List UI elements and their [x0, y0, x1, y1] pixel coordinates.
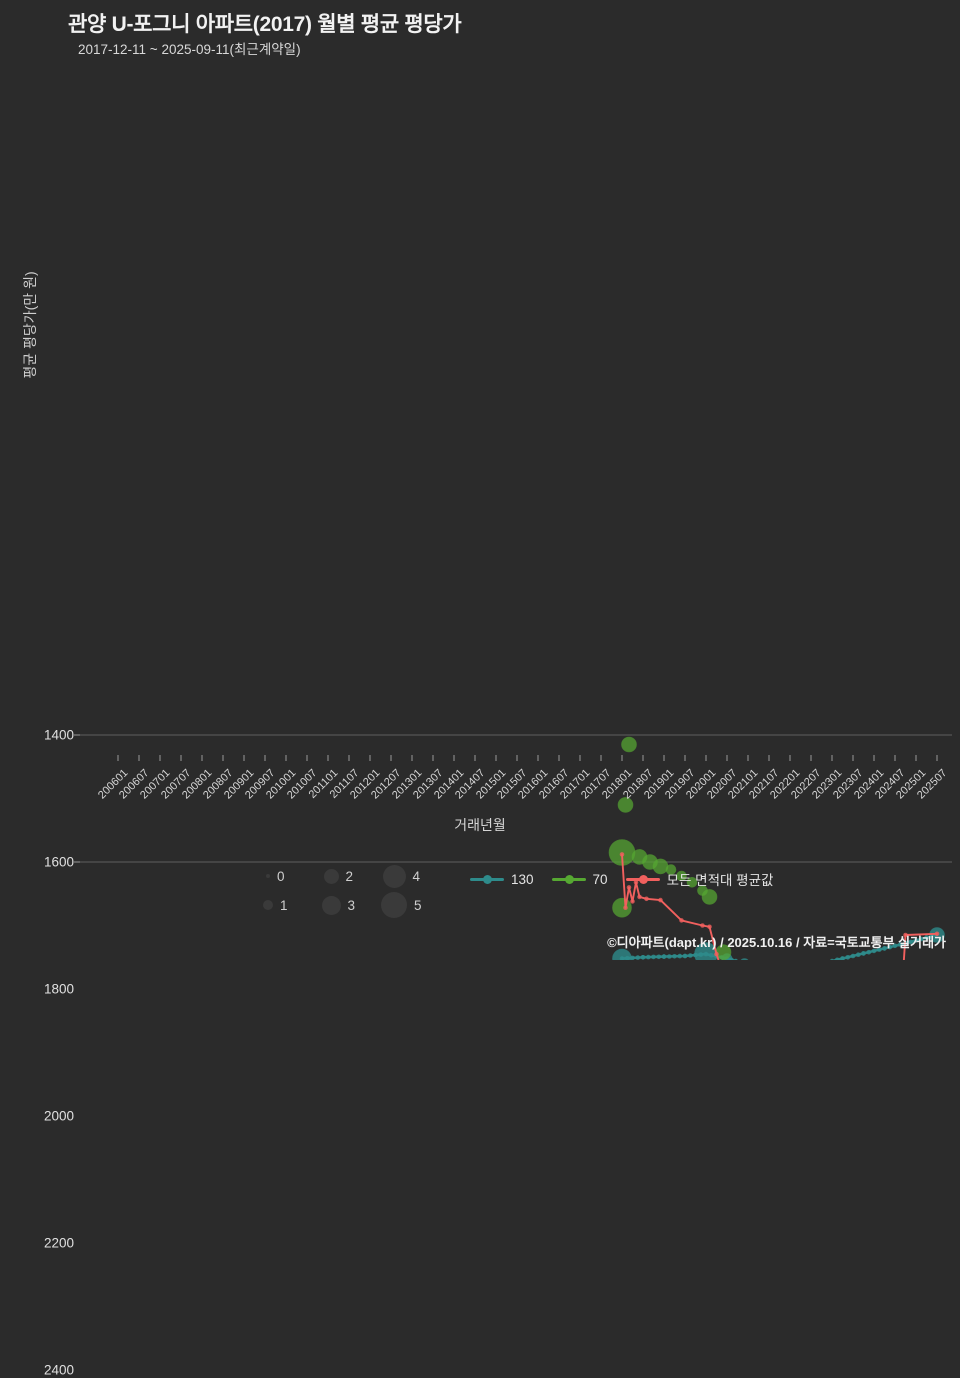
data-point	[679, 918, 684, 923]
series-marker	[672, 954, 677, 959]
y-tick-label: 2200	[43, 1235, 74, 1251]
series-marker	[677, 953, 683, 959]
size-legend-dot	[263, 900, 273, 910]
series-marker	[656, 954, 662, 960]
y-tick-label: 2000	[43, 1108, 74, 1124]
data-point	[621, 736, 637, 753]
data-point	[617, 797, 634, 813]
size-legend-item: 0	[255, 869, 318, 884]
series-marker	[898, 942, 903, 947]
series-marker	[667, 954, 672, 959]
chart-root: 관양 U-포그니 아파트(2017) 월별 평균 평당가 2017-12-11 …	[0, 13, 960, 1378]
series-marker	[856, 952, 861, 957]
size-legend-item: 2	[318, 868, 381, 884]
data-point	[637, 894, 642, 900]
size-legend-label: 1	[280, 897, 288, 913]
chart-subtitle: 2017-12-11 ~ 2025-09-11(최근계약일)	[78, 42, 301, 57]
series-marker	[877, 947, 882, 952]
data-point	[882, 946, 887, 951]
size-legend-dot	[266, 874, 270, 878]
data-point	[658, 897, 663, 903]
data-point	[861, 951, 866, 956]
legend-line-swatch	[551, 874, 586, 884]
data-point	[701, 889, 718, 905]
data-point	[626, 885, 632, 890]
size-legend-label: 4	[412, 868, 421, 884]
y-tick-label: 1600	[43, 854, 74, 870]
data-point	[686, 876, 698, 888]
data-point	[661, 954, 667, 959]
data-point	[623, 905, 628, 911]
data-point	[619, 852, 625, 857]
size-legend-dot	[382, 864, 406, 888]
data-point	[714, 951, 719, 957]
data-point	[640, 954, 646, 960]
series-marker	[635, 955, 641, 960]
series-marker	[908, 939, 914, 945]
legend-label: 모든 면적대 평균값	[666, 873, 774, 888]
series-marker	[871, 948, 877, 954]
size-legend-item: 5	[381, 892, 444, 918]
data-point	[934, 931, 940, 937]
series-marker	[651, 954, 656, 960]
size-legend-row: 1 3 5	[255, 891, 455, 919]
y-tick-label: 1400	[43, 727, 74, 743]
data-point	[840, 956, 845, 961]
data-point	[644, 896, 649, 902]
size-legend-dot	[321, 895, 341, 915]
size-legend-item: 3	[318, 895, 381, 915]
legend-line-swatch	[625, 874, 660, 884]
data-point	[924, 935, 929, 940]
size-legend-row: 0 2 4	[255, 862, 455, 890]
size-legend-dot	[381, 892, 407, 918]
size-legend-label: 2	[345, 868, 354, 884]
size-legend-label: 3	[347, 897, 356, 913]
chart-legend: 0 2 4 1 3 5 130 70 모든 면적대 평균값	[0, 860, 960, 928]
series-legend: 130 70 모든 면적대 평균값	[470, 868, 791, 890]
series-marker	[850, 953, 856, 959]
size-legend-label: 0	[277, 868, 285, 884]
legend-label: 130	[511, 871, 534, 887]
legend-item-70[interactable]: 70	[551, 871, 608, 887]
y-axis-title: 평균 평당가(만 원)	[22, 271, 38, 379]
size-legend-label: 5	[414, 897, 422, 913]
size-legend-item: 1	[255, 898, 318, 913]
data-point	[630, 899, 635, 904]
series-marker	[646, 954, 651, 960]
y-tick-label: 2400	[43, 1362, 74, 1378]
size-legend-item: 4	[381, 864, 444, 888]
series-marker	[887, 944, 893, 950]
footer-credit: ©디아파트(dapt.kr) / 2025.10.16 / 자료=국토교통부 실…	[607, 935, 946, 950]
data-point	[665, 864, 677, 875]
data-point	[676, 870, 687, 882]
size-legend: 0 2 4 1 3 5	[255, 862, 455, 924]
legend-item-모든 면적대 평균값[interactable]: 모든 면적대 평균값	[625, 869, 774, 889]
series-marker	[919, 936, 924, 942]
series-marker	[892, 943, 898, 949]
data-point	[700, 923, 705, 928]
legend-item-130[interactable]: 130	[470, 872, 534, 887]
page-title: 관양 U-포그니 아파트(2017) 월별 평균 평당가	[68, 13, 462, 36]
series-marker	[866, 949, 872, 955]
data-point	[707, 924, 712, 930]
legend-line-swatch	[470, 874, 504, 884]
data-point	[682, 953, 688, 959]
legend-label: 70	[592, 871, 608, 887]
series-marker	[688, 953, 693, 958]
data-point	[903, 932, 908, 938]
size-legend-dot	[323, 868, 339, 884]
series-marker	[913, 938, 919, 943]
x-axis-title: 거래년월	[454, 817, 506, 833]
y-tick-label: 1800	[43, 981, 74, 997]
series-marker	[845, 955, 851, 960]
